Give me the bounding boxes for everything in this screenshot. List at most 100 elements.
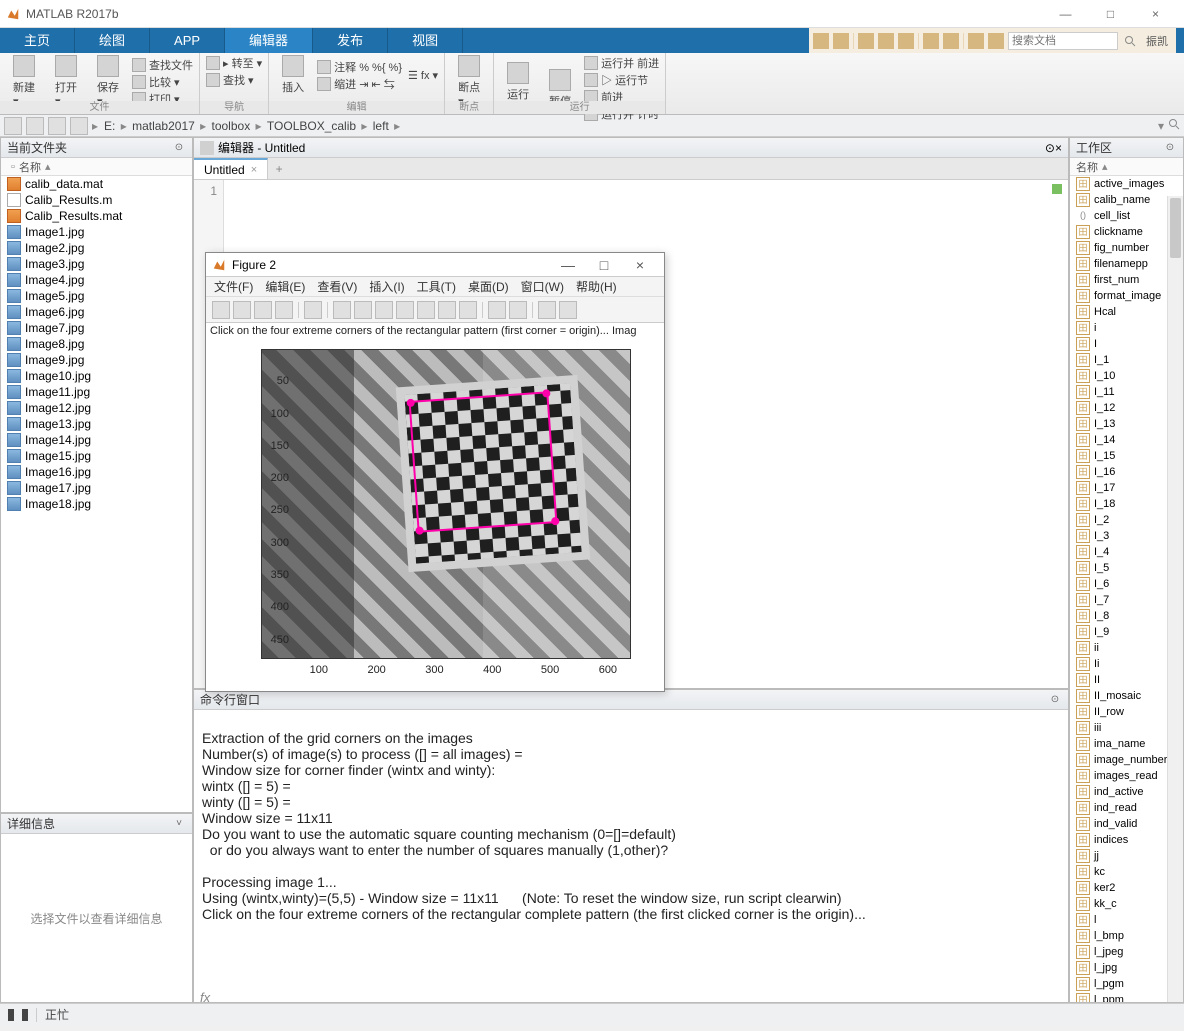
close-button[interactable]: × [1133,0,1178,28]
toolstrip-small-button[interactable]: 查找 ▾ [206,72,262,88]
file-item[interactable]: Image13.jpg [1,416,192,432]
figure-menu-item[interactable]: 帮助(H) [576,278,617,295]
file-item[interactable]: Image15.jpg [1,448,192,464]
scrollbar[interactable] [1167,196,1183,1002]
toolstrip-small-button[interactable]: 缩进 ⇥ ⇤ ⇆ [317,76,402,92]
file-item[interactable]: Image18.jpg [1,496,192,512]
file-item[interactable]: Calib_Results.mat [1,208,192,224]
toolstrip-small-button[interactable]: 注释 % %{ %} [317,59,402,75]
panel-actions-icon[interactable]: ⊙ [1045,141,1055,155]
colorbar-icon[interactable] [488,301,506,319]
name-column-header[interactable]: 名称 [1076,159,1098,175]
qat-paste-icon[interactable] [898,33,914,49]
toolstrip-small-button[interactable]: 运行并 前进 [584,55,659,71]
figure-minimize-button[interactable]: — [550,257,586,273]
brush-icon[interactable] [438,301,456,319]
toolstrip-small-button[interactable]: ▸ 转至 ▾ [206,55,262,71]
qat-undo-icon[interactable] [923,33,939,49]
breadcrumb-segment[interactable]: toolbox [210,119,253,133]
file-item[interactable]: Image3.jpg [1,256,192,272]
pointer-icon[interactable] [304,301,322,319]
save-icon[interactable] [254,301,272,319]
main-tab-5[interactable]: 视图 [388,28,463,53]
breadcrumb[interactable]: E: ▸ matlab2017 ▸ toolbox ▸ TOOLBOX_cali… [102,119,400,133]
figure-menu-item[interactable]: 插入(I) [369,278,404,295]
rotate-icon[interactable] [396,301,414,319]
address-search-icon[interactable] [1168,118,1180,133]
file-item[interactable]: Image16.jpg [1,464,192,480]
qat-help-icon[interactable] [988,33,1004,49]
zoom-out-icon[interactable] [354,301,372,319]
panel-actions-icon[interactable]: ⊙ [1048,693,1062,707]
file-item[interactable]: Calib_Results.m [1,192,192,208]
figure-menu-item[interactable]: 桌面(D) [468,278,509,295]
figure-menu-item[interactable]: 编辑(E) [265,278,305,295]
new-tab-button[interactable]: + [268,158,290,179]
file-item[interactable]: Image9.jpg [1,352,192,368]
panel-actions-icon[interactable]: ⊙ [1163,141,1177,155]
panel-close-icon[interactable]: × [1055,141,1062,155]
datatip-icon[interactable] [417,301,435,319]
file-item[interactable]: Image2.jpg [1,240,192,256]
figure-menu-item[interactable]: 窗口(W) [521,278,564,295]
breadcrumb-segment[interactable]: matlab2017 [130,119,197,133]
nav-back-button[interactable] [4,117,22,135]
figure-menu-item[interactable]: 工具(T) [417,278,456,295]
main-tab-0[interactable]: 主页 [0,28,75,53]
fx-prompt[interactable]: fx [200,990,210,1005]
pan-icon[interactable] [375,301,393,319]
toolstrip-extra[interactable]: ☰ fx ▾ [408,69,438,82]
search-docs-input[interactable] [1008,32,1118,50]
file-item[interactable]: Image6.jpg [1,304,192,320]
file-item[interactable]: Image14.jpg [1,432,192,448]
figure-menu-item[interactable]: 查看(V) [317,278,357,295]
figure-window[interactable]: Figure 2 — □ × 文件(F) 编辑(E) 查看(V) 插入(I) 工具(T)… [205,252,665,692]
nav-up-button[interactable] [48,117,66,135]
file-item[interactable]: Image7.jpg [1,320,192,336]
workspace-var[interactable]: active_images [1070,176,1183,192]
minimize-button[interactable]: — [1043,0,1088,28]
panel-actions-icon[interactable]: ⊙ [172,141,186,155]
figure-titlebar[interactable]: Figure 2 — □ × [206,253,664,277]
legend-icon[interactable] [509,301,527,319]
qat-icon[interactable] [833,33,849,49]
qat-copy-icon[interactable] [878,33,894,49]
toolstrip-small-button[interactable]: 比较 ▾ [132,74,193,90]
file-item[interactable]: Image17.jpg [1,480,192,496]
search-button[interactable] [1122,33,1138,49]
toolstrip-button[interactable]: 插入 [275,55,311,95]
name-column-header[interactable]: 名称 [19,159,41,175]
tab-close-icon[interactable]: × [251,164,257,176]
figure-close-button[interactable]: × [622,257,658,273]
main-tab-1[interactable]: 绘图 [75,28,150,53]
print-icon[interactable] [275,301,293,319]
file-item[interactable]: Image10.jpg [1,368,192,384]
file-item[interactable]: Image4.jpg [1,272,192,288]
figure-menu-item[interactable]: 文件(F) [214,278,253,295]
plottools-icon[interactable] [538,301,556,319]
qat-cut-icon[interactable] [858,33,874,49]
zoom-in-icon[interactable] [333,301,351,319]
qat-icon[interactable] [813,33,829,49]
breadcrumb-segment[interactable]: E: [102,119,117,133]
toolstrip-small-button[interactable]: 查找文件 [132,57,193,73]
open-icon[interactable] [233,301,251,319]
main-tab-4[interactable]: 发布 [313,28,388,53]
plottools-icon[interactable] [559,301,577,319]
qat-icon[interactable] [968,33,984,49]
toolstrip-small-button[interactable]: ▷ 运行节 [584,72,659,88]
breadcrumb-segment[interactable]: left [371,119,391,133]
file-item[interactable]: Image12.jpg [1,400,192,416]
main-tab-3[interactable]: 编辑器 [225,28,313,53]
file-item[interactable]: Image8.jpg [1,336,192,352]
file-item[interactable]: calib_data.mat [1,176,192,192]
nav-browse-button[interactable] [70,117,88,135]
figure-maximize-button[interactable]: □ [586,257,622,273]
breadcrumb-segment[interactable]: TOOLBOX_calib [265,119,358,133]
user-name[interactable]: 振凯 [1142,33,1172,49]
file-item[interactable]: Image5.jpg [1,288,192,304]
panel-collapse-icon[interactable]: ˅ [172,817,186,831]
file-item[interactable]: Image1.jpg [1,224,192,240]
command-window-body[interactable]: Extraction of the grid corners on the im… [194,710,1068,1002]
link-icon[interactable] [459,301,477,319]
